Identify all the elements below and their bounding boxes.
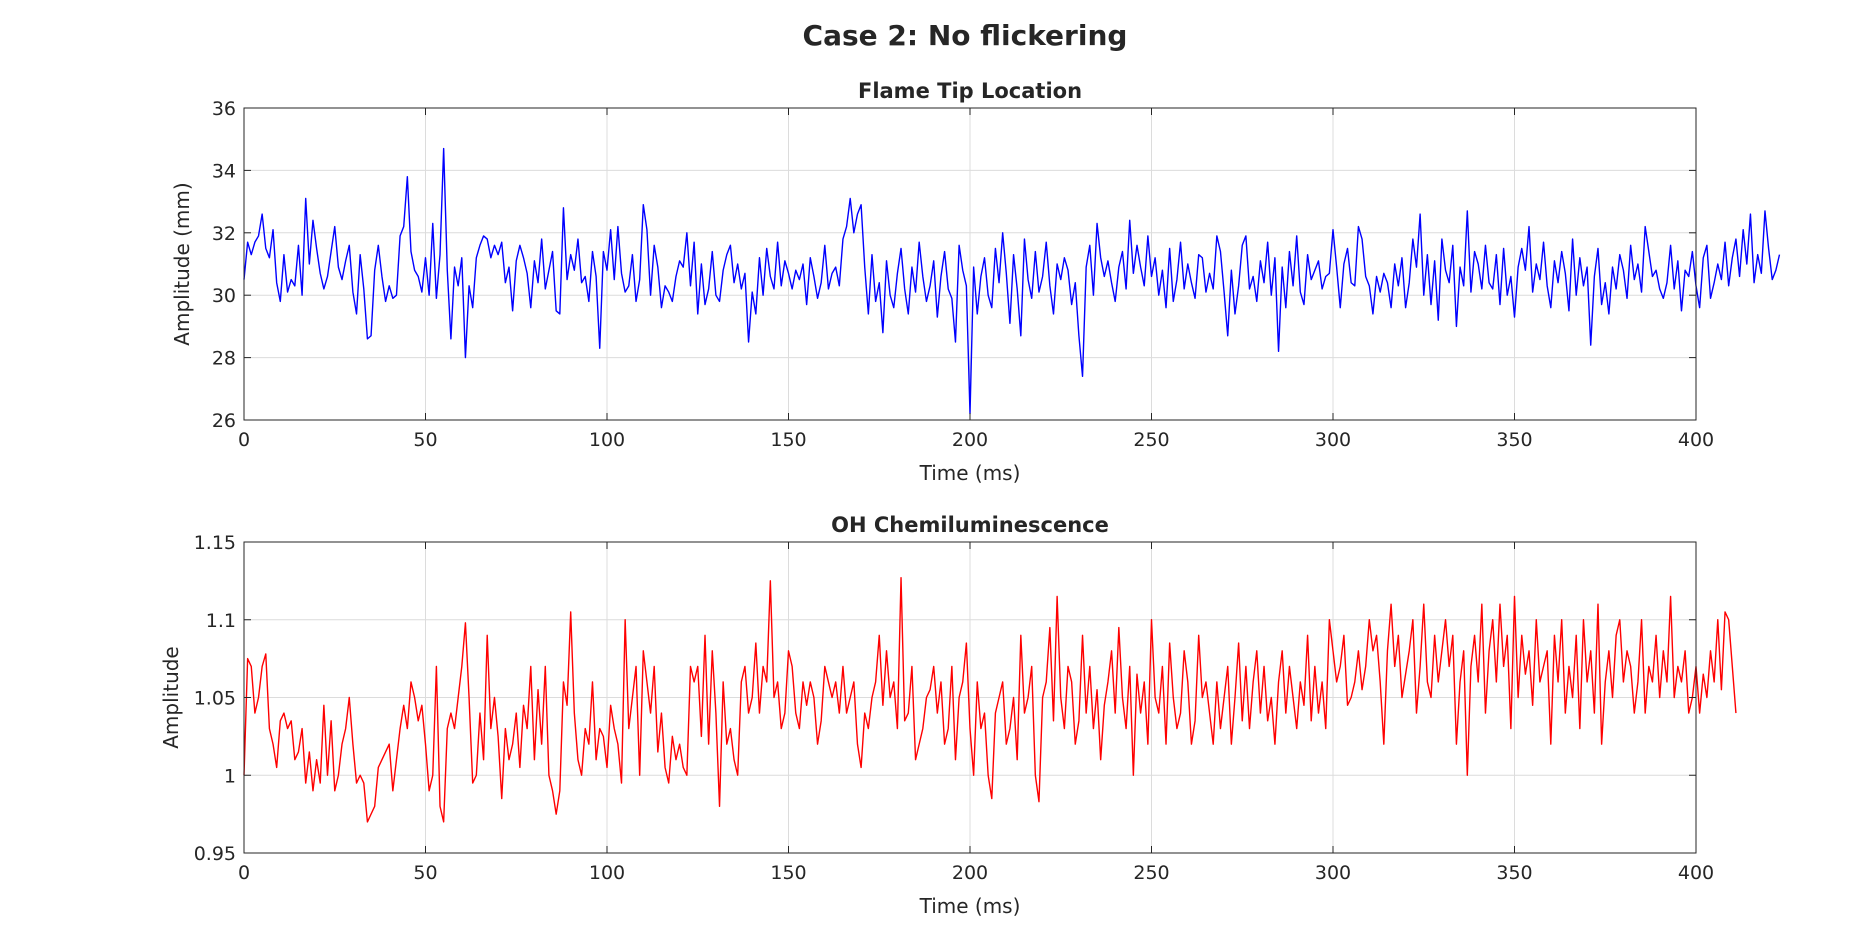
- y-tick-label: 32: [212, 223, 236, 245]
- grid: [243, 541, 1697, 854]
- x-tick-label: 250: [1133, 862, 1169, 884]
- x-tick-label: 0: [238, 862, 250, 884]
- chart-flame-tip-location: 0 50 100 150 200 250 300 350 400 26 28 30 32 34 36 Flam…: [170, 79, 1781, 485]
- chart-title: Flame Tip Location: [858, 79, 1082, 103]
- figure-title: Case 2: No flickering: [803, 19, 1128, 52]
- y-tick-label: 34: [212, 160, 236, 182]
- x-tick-label: 350: [1496, 862, 1532, 884]
- x-tick-label: 50: [413, 862, 437, 884]
- x-tick-label: 350: [1496, 429, 1532, 451]
- y-axis-label: Amplitude: [159, 646, 183, 749]
- x-tick-label: 200: [952, 429, 988, 451]
- x-tick-label: 400: [1678, 862, 1714, 884]
- x-axis-label: Time (ms): [919, 461, 1021, 485]
- y-tick-label: 1.15: [194, 532, 236, 554]
- series-line-0: [243, 577, 1737, 823]
- y-tick-label: 1: [224, 765, 236, 787]
- y-axis-label: Amplitude (mm): [170, 182, 194, 345]
- series-line-0: [243, 147, 1781, 415]
- x-tick-label: 200: [952, 862, 988, 884]
- x-tick-label: 300: [1315, 862, 1351, 884]
- x-tick-label: 100: [589, 429, 625, 451]
- y-tick-label: 26: [212, 410, 236, 432]
- y-tick-label: 36: [212, 98, 236, 120]
- y-tick-label: 1.1: [206, 610, 236, 632]
- x-tick-label: 400: [1678, 429, 1714, 451]
- x-tick-label: 100: [589, 862, 625, 884]
- y-tick-label: 0.95: [194, 843, 236, 865]
- x-tick-label: 150: [770, 429, 806, 451]
- y-tick-label: 28: [212, 348, 236, 370]
- chart-oh-chemiluminescence: 0 50 100 150 200 250 300 350 400 0.95 1 1.05 1.1 1.15…: [159, 513, 1737, 918]
- x-tick-label: 0: [238, 429, 250, 451]
- y-tick-label: 1.05: [194, 688, 236, 710]
- x-axis-label: Time (ms): [919, 894, 1021, 918]
- x-tick-label: 250: [1133, 429, 1169, 451]
- y-tick-label: 30: [212, 285, 236, 307]
- chart-title: OH Chemiluminescence: [831, 513, 1109, 537]
- x-tick-label: 50: [413, 429, 437, 451]
- x-tick-label: 300: [1315, 429, 1351, 451]
- x-tick-label: 150: [770, 862, 806, 884]
